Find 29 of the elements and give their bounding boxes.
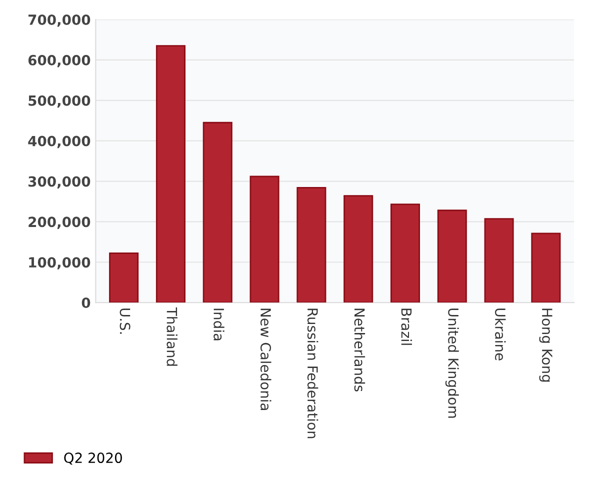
bar bbox=[531, 232, 561, 303]
bar bbox=[109, 252, 139, 303]
x-tick-label: Thailand bbox=[166, 307, 178, 366]
bar bbox=[156, 45, 186, 303]
bar bbox=[296, 187, 326, 303]
bar bbox=[344, 195, 374, 303]
x-tick-label: India bbox=[214, 308, 224, 340]
x-tick-label: Ukraine bbox=[495, 308, 506, 360]
y-tick-label: 700,000 bbox=[28, 14, 90, 27]
bar bbox=[202, 122, 232, 303]
bar bbox=[437, 210, 467, 303]
legend-label: Q2 2020 bbox=[64, 452, 122, 465]
bar bbox=[484, 218, 514, 303]
y-tick-label: 600,000 bbox=[28, 54, 90, 68]
x-tick-label: Netherlands bbox=[354, 308, 366, 392]
y-tick-label: 0 bbox=[82, 298, 90, 308]
x-tick-label: Hong Kong bbox=[539, 308, 552, 382]
y-tick-label: 400,000 bbox=[28, 136, 90, 148]
x-tick-label: United Kingdom bbox=[445, 308, 459, 418]
x-tick-label: U.S. bbox=[120, 308, 130, 334]
y-tick-label: 300,000 bbox=[28, 176, 90, 189]
x-tick-label: Russian Federation bbox=[307, 308, 318, 438]
bar bbox=[250, 176, 280, 303]
bar bbox=[390, 204, 420, 303]
y-tick-label: 100,000 bbox=[29, 257, 90, 270]
x-tick-label: New Caledonia bbox=[260, 308, 272, 410]
y-tick-label: 500,000 bbox=[28, 95, 90, 108]
y-tick-label: 200,000 bbox=[28, 216, 90, 229]
x-tick-label: Brazil bbox=[401, 308, 412, 345]
